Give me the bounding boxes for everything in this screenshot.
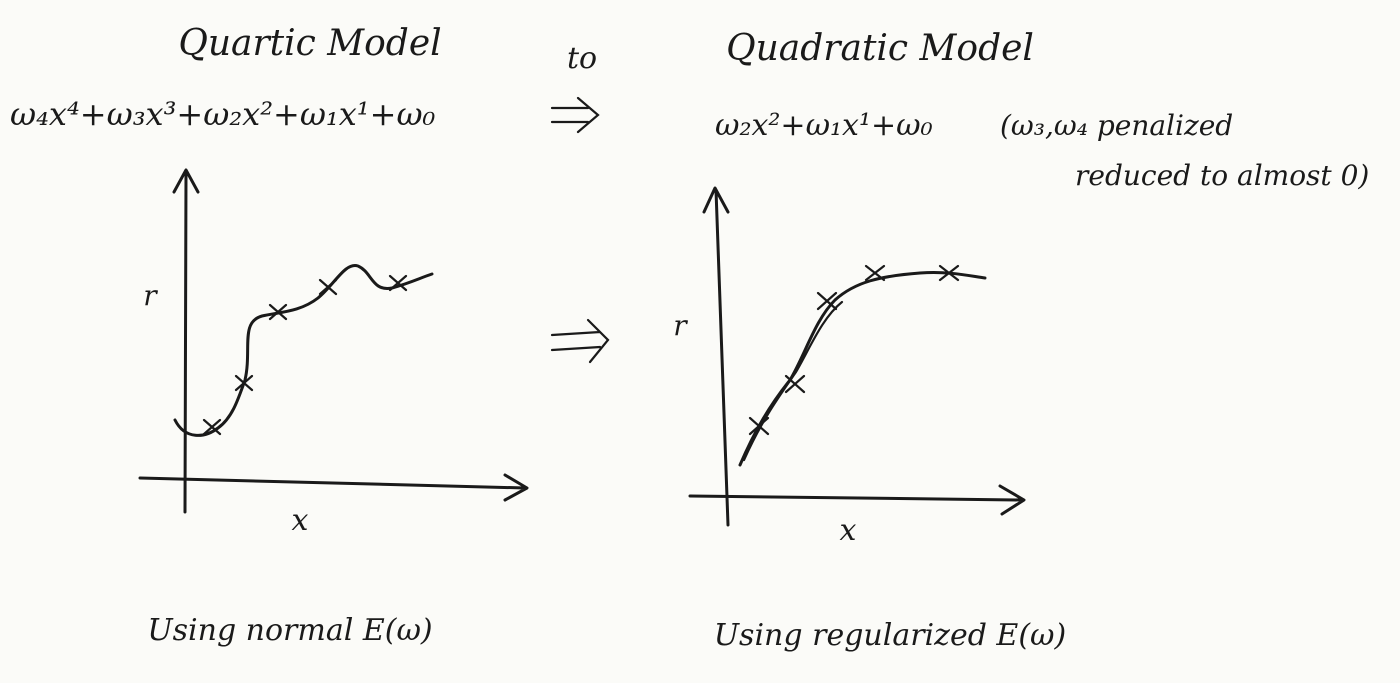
x-axis bbox=[138, 473, 529, 502]
left-caption: Using normal E(ω) bbox=[147, 613, 432, 648]
y-axis bbox=[702, 186, 730, 527]
y-axis bbox=[172, 168, 200, 514]
implies-arrow-top bbox=[550, 96, 600, 134]
data-points bbox=[748, 264, 960, 436]
fit-curve-shade bbox=[742, 300, 844, 462]
left-formula: ω₄x⁴+ω₃x³+ω₂x²+ω₁x¹+ω₀ bbox=[10, 95, 436, 133]
x-label: x bbox=[292, 503, 309, 538]
y-label: r bbox=[143, 279, 158, 312]
implies-arrow-middle bbox=[550, 318, 610, 364]
right-plot: r x bbox=[673, 186, 1026, 548]
right-caption: Using regularized E(ω) bbox=[714, 618, 1066, 653]
right-note-line: (ω₃,ω₄ penalized bbox=[1000, 109, 1233, 142]
data-points bbox=[202, 274, 408, 436]
x-axis bbox=[688, 484, 1026, 516]
x-label: x bbox=[840, 513, 857, 548]
y-label: r bbox=[673, 309, 688, 342]
left-plot: r x bbox=[138, 168, 529, 538]
right-note-line: reduced to almost 0) bbox=[1075, 159, 1369, 192]
connector: to bbox=[567, 41, 597, 76]
left-title: Quartic Model bbox=[178, 23, 441, 64]
fit-curve bbox=[738, 271, 987, 467]
right-title: Quadratic Model bbox=[726, 28, 1034, 69]
fit-curve bbox=[173, 264, 434, 437]
right-formula: ω₂x²+ω₁x¹+ω₀ bbox=[715, 108, 933, 143]
